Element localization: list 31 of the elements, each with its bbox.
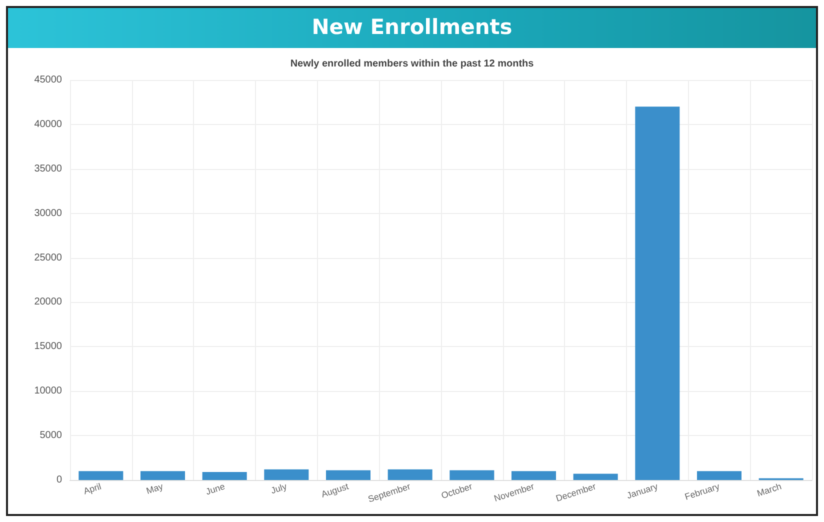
bar [635,106,680,480]
y-tick-label: 20000 [34,296,62,308]
y-tick-label: 45000 [34,74,62,86]
x-tick-label: July [270,481,288,496]
y-tick-label: 15000 [34,341,62,352]
bar [326,470,371,480]
x-tick-label: August [320,481,350,500]
bar [78,471,124,480]
bar [140,471,186,480]
bar [202,472,247,480]
y-tick-label: 5000 [40,430,62,442]
x-tick-label: October [440,481,474,501]
x-tick-label: March [756,481,783,498]
bar [696,471,742,480]
bar [511,471,556,480]
y-tick-label: 25000 [34,252,62,264]
y-tick-label: 40000 [34,118,62,130]
x-tick-label: January [625,481,660,501]
x-tick-label: June [204,481,226,497]
y-tick-label: 30000 [34,208,62,219]
bar [264,469,309,480]
y-tick-label: 35000 [34,163,62,174]
bar [573,474,618,480]
bar [450,470,494,480]
chart-title: New Enrollments [8,8,816,48]
bar [388,469,432,480]
y-tick-label: 0 [56,474,62,486]
x-tick-label: May [145,481,165,496]
y-tick-label: 10000 [34,386,62,397]
chart-subtitle: Newly enrolled members within the past 12 months [290,58,534,70]
x-tick-label: April [82,481,102,496]
